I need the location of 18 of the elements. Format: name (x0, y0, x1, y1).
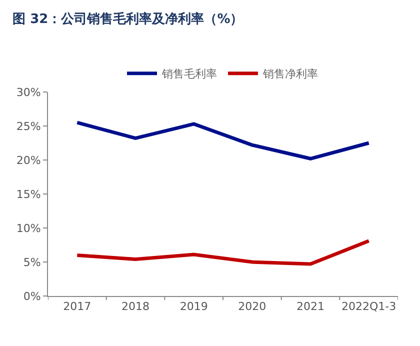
chart-title: 图 32：公司销售毛利率及净利率（%） (12, 10, 244, 27)
y-tick-label: 30% (16, 86, 41, 99)
x-tick-label: 2017 (63, 300, 92, 314)
x-tick-label: 2022Q1-3 (342, 300, 396, 314)
line-series (75, 120, 371, 160)
x-tick-label: 2019 (180, 300, 208, 314)
legend-label: 销售毛利率 (161, 68, 217, 81)
y-tick-label: 10% (16, 222, 41, 235)
x-tick-label: 2018 (122, 300, 150, 314)
y-tick-label: 0% (23, 290, 41, 303)
y-tick-label: 20% (16, 154, 41, 167)
x-tick-label: 2020 (238, 300, 266, 314)
y-tick-label: 15% (16, 188, 41, 201)
legend-label: 销售净利率 (262, 68, 318, 81)
y-tick-label: 25% (16, 120, 41, 133)
x-tick-label: 2021 (296, 300, 324, 314)
y-tick-label: 5% (23, 256, 41, 269)
line-series (75, 239, 371, 266)
